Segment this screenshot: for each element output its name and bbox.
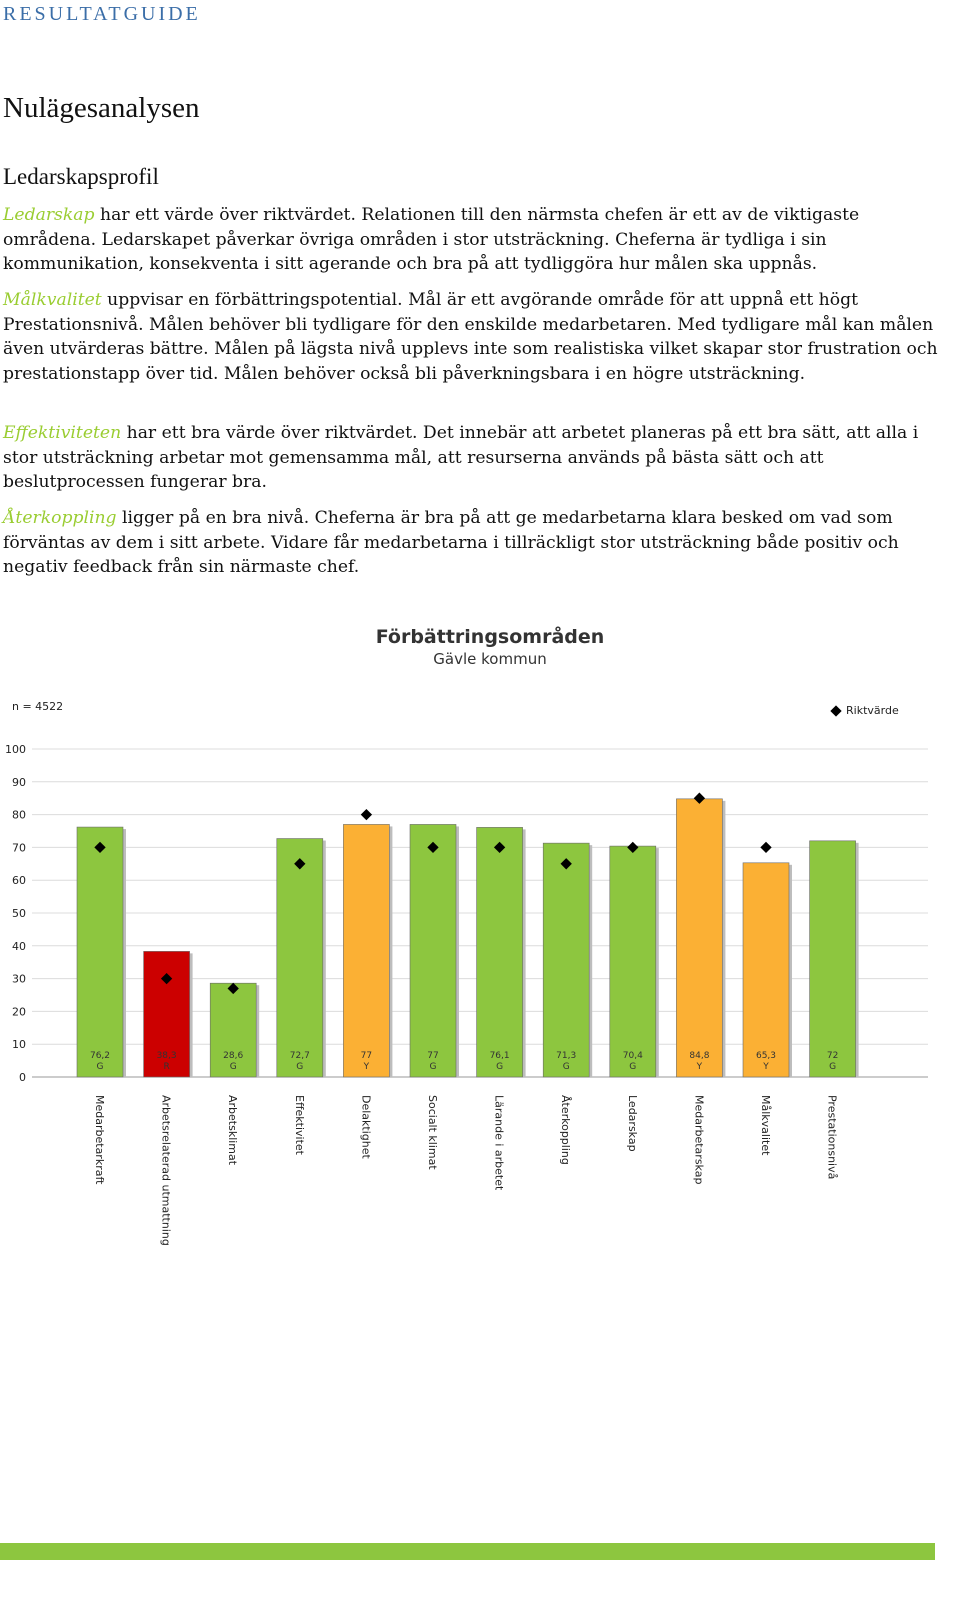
bar <box>143 951 190 1078</box>
bar-grade-label: G <box>97 1062 104 1072</box>
bar-value-label: 77 <box>427 1051 438 1061</box>
paragraph-text: ligger på en bra nivå. Cheferna är bra p… <box>3 508 899 577</box>
y-tick-label: 20 <box>12 1005 26 1018</box>
y-tick-label: 40 <box>12 940 26 953</box>
bar <box>276 838 324 1078</box>
category-label: Socialt klimat <box>426 1095 439 1170</box>
sample-size-label: n = 4522 <box>12 700 64 713</box>
bar <box>209 982 257 1078</box>
y-tick-label: 70 <box>12 841 26 854</box>
category-label: Medarbetarskap <box>692 1095 705 1184</box>
bar <box>409 824 457 1078</box>
keyword: Målkvalitet <box>3 290 102 310</box>
bar-value-label: 28,6 <box>223 1051 243 1061</box>
category-label: Målkvalitet <box>759 1095 772 1156</box>
bar <box>476 827 523 1078</box>
bar <box>742 862 790 1078</box>
bar-grade-label: G <box>230 1062 237 1072</box>
chart-title: Förbättringsområden <box>375 626 605 648</box>
diamond-icon <box>830 704 842 717</box>
bar-grade-label: Y <box>762 1062 769 1072</box>
bar-value-label: 76,1 <box>490 1051 510 1061</box>
bar-grade-label: R <box>163 1062 169 1072</box>
bar <box>609 845 657 1078</box>
riktvarde-marker <box>227 982 239 995</box>
bar-grade-label: Y <box>696 1062 703 1072</box>
chart-subtitle: Gävle kommun <box>433 650 547 668</box>
riktvarde-marker <box>427 841 439 854</box>
category-label: Återkoppling <box>559 1095 572 1165</box>
bar-value-label: 65,3 <box>756 1051 776 1061</box>
y-tick-label: 10 <box>12 1038 26 1051</box>
bar-grade-label: G <box>829 1062 836 1072</box>
y-tick-label: 90 <box>12 776 26 789</box>
y-tick-label: 80 <box>12 809 26 822</box>
category-label: Arbetsrelaterad utmattning <box>160 1095 173 1246</box>
header-label: RESULTATGUIDE <box>3 3 201 25</box>
bar-value-label: 71,3 <box>556 1051 576 1061</box>
legend-label: Riktvärde <box>846 704 899 717</box>
riktvarde-marker <box>160 972 173 985</box>
y-tick-label: 100 <box>5 743 26 756</box>
riktvarde-marker <box>627 841 639 854</box>
bar <box>542 842 590 1078</box>
bar-grade-label: G <box>496 1062 503 1072</box>
paragraph-text: har ett värde över riktvärdet. Relatione… <box>3 205 860 274</box>
riktvarde-marker <box>493 841 506 854</box>
bar-value-label: 76,2 <box>90 1051 110 1061</box>
section-title: Ledarskapsprofil <box>3 164 159 189</box>
page-title: Nulägesanalysen <box>3 92 200 124</box>
bar-chart: 0 10 20 30 40 50 60 70 80 90 100 76,2 G Medarbetarkra… <box>0 620 960 1260</box>
bar <box>809 840 856 1078</box>
bar <box>76 826 124 1078</box>
bar-value-label: 70,4 <box>623 1051 643 1061</box>
paragraph-text: uppvisar en förbättringspotential. Mål ä… <box>3 290 938 384</box>
bar-grade-label: G <box>430 1062 437 1072</box>
category-label: Delaktighet <box>359 1095 372 1159</box>
riktvarde-marker <box>760 841 772 854</box>
y-tick-label: 50 <box>12 907 26 920</box>
bar-grade-label: Y <box>363 1062 370 1072</box>
footer-bar <box>0 1543 935 1560</box>
keyword: Effektiviteten <box>3 423 122 443</box>
bar <box>343 824 390 1078</box>
category-label: Ledarskap <box>626 1095 639 1152</box>
bar-value-label: 72,7 <box>290 1051 310 1061</box>
bar <box>676 798 723 1078</box>
bar-grade-label: G <box>563 1062 570 1072</box>
category-label: Prestationsnivå <box>826 1095 839 1179</box>
category-label: Medarbetarkraft <box>93 1095 106 1185</box>
category-label: Arbetsklimat <box>226 1095 239 1166</box>
bar-value-label: 77 <box>361 1051 372 1061</box>
bar-value-label: 84,8 <box>689 1051 709 1061</box>
chart-legend: Riktvärde <box>830 704 899 717</box>
y-tick-label: 60 <box>12 874 26 887</box>
keyword: Återkoppling <box>3 508 117 528</box>
paragraph-text: har ett bra värde över riktvärdet. Det i… <box>3 423 919 492</box>
category-label: Lärande i arbetet <box>493 1095 506 1191</box>
bar-grade-label: G <box>629 1062 636 1072</box>
keyword: Ledarskap <box>3 205 95 225</box>
chart-canvas: 010203040506070809010076,2GMedarbetarkra… <box>5 743 928 1246</box>
y-tick-label: 0 <box>19 1071 26 1084</box>
paragraph-aterkoppling: Återkoppling ligger på en bra nivå. Chef… <box>3 506 948 580</box>
bar-grade-label: G <box>296 1062 303 1072</box>
bar-value-label: 72 <box>827 1051 838 1061</box>
riktvarde-marker <box>360 808 373 821</box>
paragraph-effektivitet: Effektiviteten har ett bra värde över ri… <box>3 421 948 495</box>
y-tick-label: 30 <box>12 973 26 986</box>
paragraph-ledarskap: Ledarskap har ett värde över riktvärdet.… <box>3 203 948 277</box>
paragraph-malkvalitet: Målkvalitet uppvisar en förbättringspote… <box>3 288 948 386</box>
category-label: Effektivitet <box>293 1095 306 1156</box>
bar-value-label: 38,3 <box>157 1051 177 1061</box>
riktvarde-marker <box>94 841 106 854</box>
